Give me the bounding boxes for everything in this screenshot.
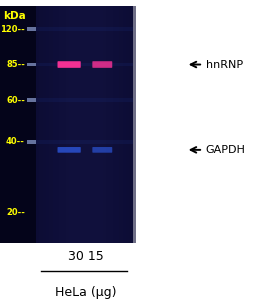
Bar (36, 63, 133, 66)
FancyBboxPatch shape (58, 61, 81, 68)
Bar (69, 6, 72, 243)
Bar (116, 6, 119, 243)
Bar (109, 6, 113, 243)
Bar (66, 6, 69, 243)
Bar (27, 140, 36, 144)
FancyBboxPatch shape (92, 147, 112, 153)
Text: HeLa (μg): HeLa (μg) (55, 286, 116, 299)
Bar (126, 6, 129, 243)
Bar (36, 99, 133, 102)
Bar (76, 6, 79, 243)
Bar (96, 6, 99, 243)
Bar (36, 6, 39, 243)
Bar (133, 6, 136, 243)
Bar (113, 6, 116, 243)
Bar (59, 6, 62, 243)
Text: GAPDH: GAPDH (191, 145, 246, 155)
Bar (99, 6, 103, 243)
Bar (39, 6, 42, 243)
Text: 85--: 85-- (6, 60, 25, 69)
Bar (63, 6, 66, 243)
Bar (83, 6, 86, 243)
Bar (0, 6, 36, 243)
Bar (89, 6, 93, 243)
Bar (119, 6, 123, 243)
FancyBboxPatch shape (92, 61, 112, 68)
Bar (103, 6, 106, 243)
Text: 20--: 20-- (6, 208, 25, 217)
Bar (79, 6, 82, 243)
Text: 40--: 40-- (6, 137, 25, 146)
Bar (86, 6, 89, 243)
Bar (49, 6, 52, 243)
Bar (123, 6, 126, 243)
Bar (53, 6, 56, 243)
Text: 60--: 60-- (6, 96, 25, 105)
Text: hnRNP: hnRNP (191, 60, 243, 69)
Bar (36, 140, 133, 144)
Bar (56, 6, 59, 243)
FancyBboxPatch shape (58, 147, 81, 153)
Bar (129, 6, 133, 243)
Text: 120--: 120-- (0, 25, 25, 33)
Text: kDa: kDa (3, 11, 26, 21)
Bar (73, 6, 76, 243)
Bar (27, 99, 36, 102)
Bar (36, 6, 133, 243)
Bar (27, 63, 36, 66)
Bar (36, 27, 133, 31)
Bar (93, 6, 96, 243)
Bar (27, 27, 36, 31)
Bar (106, 6, 109, 243)
Bar (42, 6, 46, 243)
Bar (46, 6, 49, 243)
Text: 30 15: 30 15 (68, 250, 104, 263)
